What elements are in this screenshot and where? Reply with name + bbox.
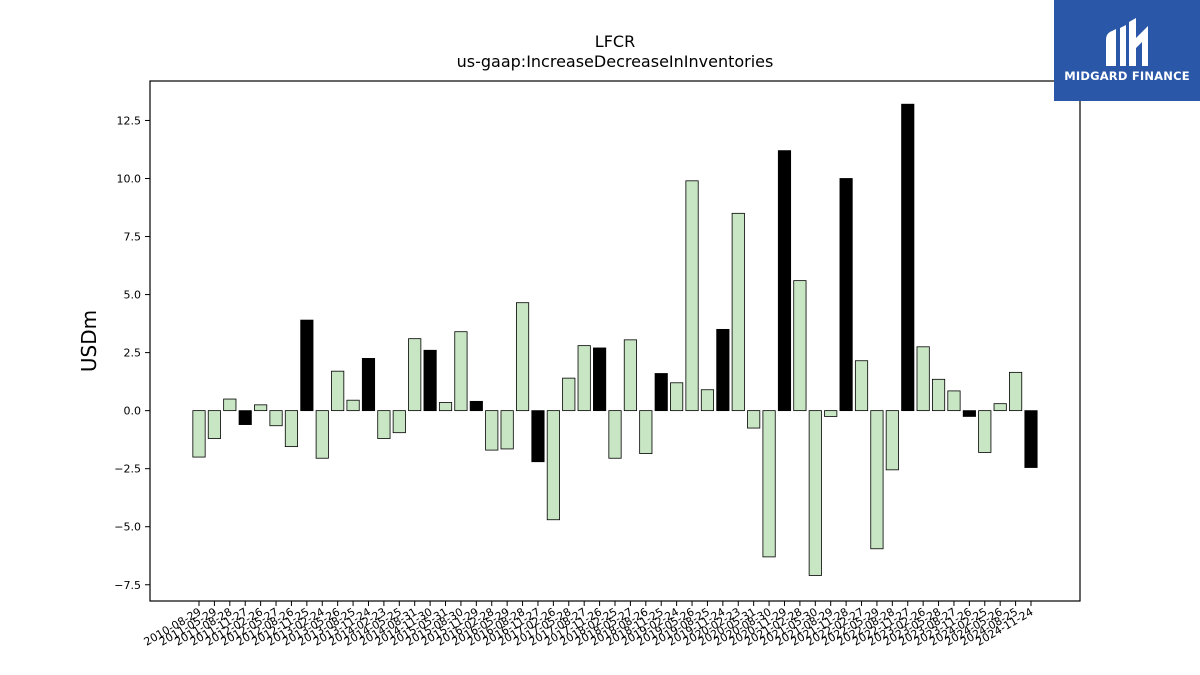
bar-44 <box>870 410 884 550</box>
bar-23 <box>546 410 560 521</box>
brand-logo-text: MIDGARD FINANCE <box>1064 69 1190 83</box>
bar-11 <box>361 358 376 412</box>
bar-0 <box>192 410 206 458</box>
bar-46 <box>901 103 915 412</box>
midgard-logo-icon <box>1106 18 1148 66</box>
y-axis: −7.5 −5.0 −2.5 0.0 2.5 5.0 7.5 10.0 12.5 <box>114 114 150 592</box>
y-axis-label: USDm <box>77 310 101 372</box>
bar-41 <box>824 410 838 417</box>
bar-29 <box>639 410 653 454</box>
bar-52 <box>993 403 1007 412</box>
bar-42 <box>839 178 853 412</box>
chart-subtitle: us-gaap:IncreaseDecreaseInInventories <box>456 52 774 71</box>
bar-22 <box>531 410 545 463</box>
y-tick-label: 7.5 <box>124 231 142 244</box>
bar-36 <box>747 410 761 429</box>
bar-13 <box>392 410 406 434</box>
bar-18 <box>469 400 483 412</box>
y-tick-label: 5.0 <box>124 289 142 302</box>
bar-5 <box>269 410 283 427</box>
bar-9 <box>331 370 345 412</box>
bar-12 <box>377 410 391 439</box>
bar-49 <box>947 390 961 412</box>
bar-50 <box>962 410 976 417</box>
brand-logo: MIDGARD FINANCE <box>1054 0 1200 101</box>
bar-19 <box>485 410 499 451</box>
bar-3 <box>238 410 252 425</box>
bar-20 <box>500 410 514 450</box>
bar-1 <box>207 410 221 439</box>
y-tick-label: 2.5 <box>124 347 142 360</box>
bar-39 <box>793 280 807 412</box>
bar-40 <box>808 410 822 576</box>
bar-43 <box>854 360 869 412</box>
bar-35 <box>731 212 745 412</box>
bar-10 <box>346 399 360 412</box>
y-tick-label: −2.5 <box>114 463 141 476</box>
y-tick-label: −7.5 <box>114 579 141 592</box>
bar-47 <box>916 346 930 412</box>
chart-title: LFCR <box>594 32 636 51</box>
bar-14 <box>408 338 422 412</box>
bar-2 <box>223 398 237 412</box>
bar-51 <box>978 410 992 453</box>
bar-30 <box>654 373 668 412</box>
bar-4 <box>254 404 268 412</box>
bar-34 <box>716 328 730 412</box>
bars-group <box>192 103 1038 576</box>
y-tick-label: 12.5 <box>117 114 142 127</box>
bar-54 <box>1024 410 1038 468</box>
plot-frame <box>149 80 1081 602</box>
bar-16 <box>438 402 453 412</box>
bar-27 <box>608 410 622 459</box>
bar-32 <box>685 180 699 412</box>
bar-33 <box>700 389 715 412</box>
bar-45 <box>885 410 899 471</box>
bar-37 <box>762 410 776 558</box>
bar-7 <box>300 319 314 412</box>
bar-6 <box>284 410 299 448</box>
bar-28 <box>623 339 637 412</box>
bar-24 <box>562 377 576 412</box>
bar-25 <box>577 345 591 412</box>
bar-48 <box>931 378 946 412</box>
x-axis: 2010-08-292011-05-292011-08-282011-11-27… <box>142 601 1036 649</box>
bar-38 <box>777 150 792 412</box>
y-tick-label: 10.0 <box>117 173 142 186</box>
y-tick-label: −5.0 <box>114 521 141 534</box>
y-tick-label: 0.0 <box>124 405 142 418</box>
bar-21 <box>515 302 530 412</box>
bar-26 <box>593 347 607 412</box>
bar-15 <box>423 349 437 412</box>
bar-31 <box>670 382 684 412</box>
bar-53 <box>1009 371 1023 412</box>
bar-17 <box>454 331 468 412</box>
bar-8 <box>315 410 329 459</box>
